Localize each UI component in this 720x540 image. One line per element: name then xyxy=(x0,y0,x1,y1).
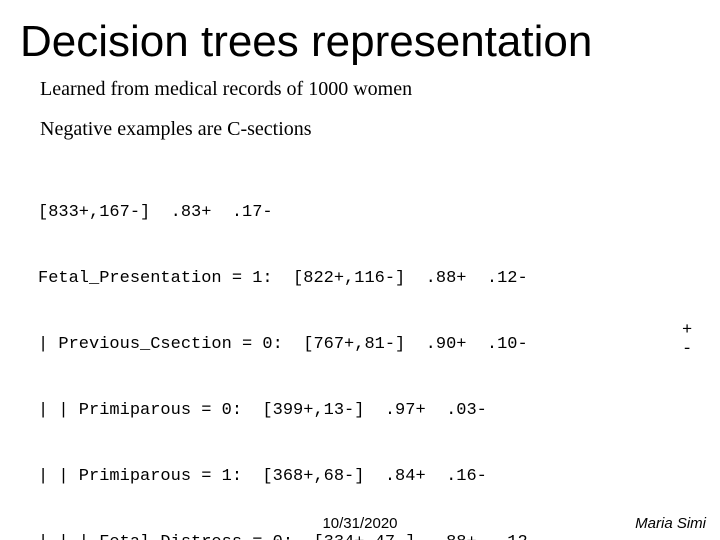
tree-row: Fetal_Presentation = 1: [822+,116-] .88+… xyxy=(38,268,579,290)
overflow-plus: + xyxy=(682,321,692,340)
tree-row: [833+,167-] .83+ .17- xyxy=(38,202,579,224)
tree-row: | | Primiparous = 1: [368+,68-] .84+ .16… xyxy=(38,466,579,488)
slide-title: Decision trees representation xyxy=(20,18,592,66)
slide: { "title": { "text": "Decision trees rep… xyxy=(0,0,720,540)
tree-row: | | | Fetal_Distress = 0: [334+,47-] .88… xyxy=(38,532,579,540)
decision-tree-text: [833+,167-] .83+ .17- Fetal_Presentation… xyxy=(38,158,579,540)
tree-row: | Previous_Csection = 0: [767+,81-] .90+… xyxy=(38,334,579,356)
caption-negative: Negative examples are C-sections xyxy=(40,118,312,141)
overflow-minus: - xyxy=(682,340,692,359)
tree-row: | | Primiparous = 0: [399+,13-] .97+ .03… xyxy=(38,400,579,422)
footer-author: Maria Simi xyxy=(635,515,706,532)
footer-date: 10/31/2020 xyxy=(0,515,720,532)
caption-learned: Learned from medical records of 1000 wom… xyxy=(40,78,412,101)
